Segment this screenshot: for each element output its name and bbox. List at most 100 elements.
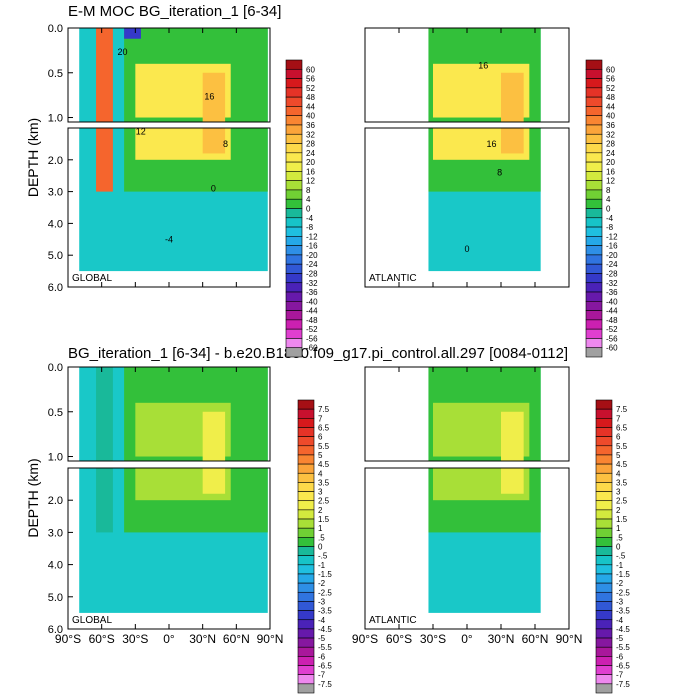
colorbar-swatch [595,472,613,483]
colorbar-label: -2.5 [616,588,630,597]
colorbar-label: -4 [616,616,624,625]
colorbar-swatch [297,674,315,685]
colorbar-label: -52 [306,325,318,334]
y-tick-label: 2.0 [48,155,63,167]
colorbar-swatch [285,291,303,302]
colorbar-swatch [595,463,613,474]
colorbar-swatch [297,665,315,675]
colorbar-label: 40 [306,112,315,121]
colorbar-label: 6.5 [318,423,330,432]
colorbar-label: -44 [306,307,318,316]
x-tick-label: 30°S [420,632,446,646]
colorbar-label: 5.5 [616,442,628,451]
colorbar-swatch [285,171,303,181]
field-peak-up-global [202,72,226,122]
colorbar-0: 60565248444036322824201612840-4-8-12-16-… [585,59,618,358]
colorbar-label: -32 [306,279,318,288]
colorbar-swatch [297,656,315,666]
colorbar-label: 20 [606,158,615,167]
colorbar-label: 6 [616,433,621,442]
colorbar-label: 36 [606,121,615,130]
colorbar-swatch [595,656,613,666]
colorbar-swatch [285,236,303,246]
colorbar-swatch [285,198,303,209]
field-peak-lo-atlantic [501,128,524,154]
colorbar-label: 52 [606,84,615,93]
field-global-1 [79,367,268,613]
colorbar-swatch [285,189,303,200]
field-peak-lo-atlantic [501,468,524,494]
colorbar-swatch [585,319,603,330]
colorbar-swatch [585,96,603,107]
colorbar-label: 2 [318,506,323,515]
field-southern-up [96,367,113,461]
colorbar-label: 7.5 [318,405,330,414]
colorbar-swatch [595,601,613,611]
colorbar-swatch [585,273,603,284]
colorbar-label: 4 [318,469,323,478]
colorbar-swatch [297,601,315,611]
colorbar-label: -6.5 [318,662,332,671]
colorbar-swatch [297,564,315,575]
colorbar-swatch [285,310,303,321]
colorbar-label: -1 [616,561,624,570]
colorbar-label: -36 [606,288,618,297]
x-tick-label: 30°S [122,632,148,646]
colorbar-label: -56 [306,334,318,343]
colorbar-label: -48 [306,316,318,325]
x-tick-label: 90°S [352,632,378,646]
colorbar-swatch [585,106,603,116]
colorbar-label: 7 [318,414,323,423]
x-tick-label: 30°N [488,632,515,646]
colorbar-label: 8 [306,186,311,195]
colorbar-label: 12 [306,177,315,186]
colorbar-swatch [595,427,613,437]
colorbar-swatch [585,236,603,246]
colorbar-swatch [285,106,303,116]
colorbar-label: -24 [606,260,618,269]
colorbar-label: -4.5 [616,625,630,634]
colorbar-label: -7.5 [318,680,332,689]
colorbar-label: -7 [318,671,326,680]
colorbar-swatch [595,509,613,520]
colorbar-label: -7 [616,671,624,680]
colorbar-label: -12 [306,232,318,241]
colorbar-label: 1 [318,524,323,533]
colorbar-label: 3.5 [616,478,628,487]
x-tick-label: 60°S [89,632,115,646]
colorbar-swatch [285,143,303,154]
colorbar-label: 0 [318,543,323,552]
colorbar-swatch [585,59,603,70]
colorbar-swatch [285,124,303,135]
colorbar-0: 60565248444036322824201612840-4-8-12-16-… [285,59,318,358]
colorbar-label: -4 [606,214,614,223]
colorbar-label: 16 [606,167,615,176]
colorbar-swatch [585,180,603,191]
colorbar-swatch [595,646,613,657]
colorbar-label: 28 [306,140,315,149]
colorbar-swatch [297,509,315,520]
colorbar-swatch [297,637,315,648]
colorbar-swatch [585,226,603,237]
colorbar-swatch [297,646,315,657]
colorbar-label: -1.5 [318,570,332,579]
colorbar-swatch [595,674,613,685]
colorbar-swatch [595,418,613,428]
x-tick-label: 0° [163,632,175,646]
field-atlantic-0 [428,28,541,272]
colorbar-label: 24 [606,149,615,158]
y-tick-label: 0.0 [48,362,63,374]
colorbar-swatch [297,591,315,602]
field-peak-up-global [202,411,226,461]
colorbar-swatch [585,301,603,311]
colorbar-label: -12 [606,232,618,241]
colorbar-label: 56 [606,75,615,84]
colorbar-swatch [297,418,315,428]
x-tick-label: 90°N [556,632,583,646]
colorbar-swatch [285,161,303,172]
colorbar-label: -48 [606,316,618,325]
colorbar-label: 4.5 [616,460,628,469]
colorbar-label: -6 [616,652,624,661]
colorbar-swatch [595,564,613,575]
colorbar-swatch [595,482,613,492]
